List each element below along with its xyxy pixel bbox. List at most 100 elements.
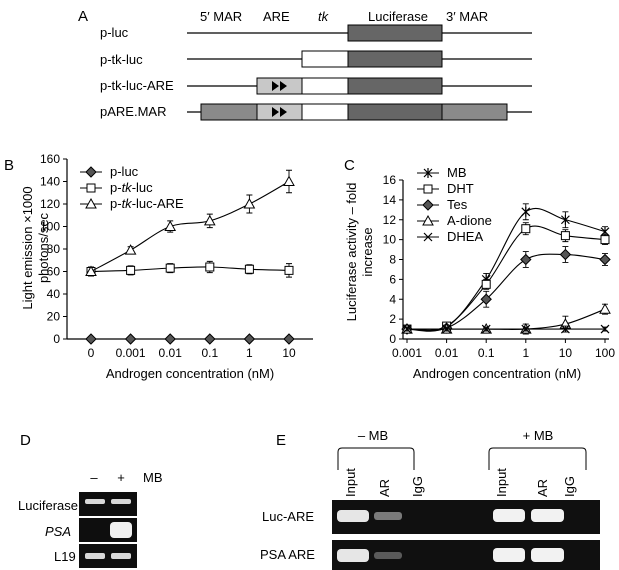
chart-c-ytick-label: 2 (389, 312, 396, 326)
chart-c-ylabel-2: increase (360, 227, 375, 276)
gel-e-group-plus: + MB (523, 428, 554, 443)
chart-c-series-line (406, 207, 606, 332)
chart-c-legend-marker (423, 168, 433, 178)
chart-c-legend-marker (422, 199, 434, 211)
chart-c-xtick-label: 0.1 (478, 346, 495, 360)
chart-b-legend-marker (85, 166, 97, 178)
gel-e-lane-5: AR (535, 479, 550, 497)
luciferase-box-1 (347, 24, 443, 42)
tk-box-3 (301, 77, 349, 95)
gel-e-lane-3: IgG (410, 476, 425, 497)
chart-c-xtick-label: 100 (595, 346, 615, 360)
gel-e-band (374, 512, 402, 520)
chart-b-ytick-label: 100 (40, 220, 60, 234)
chart-b-point (165, 263, 175, 273)
chart-c-legend-marker (422, 214, 434, 226)
chart-b-xtick-label: 0 (88, 346, 95, 360)
gel-e-row-label-1: Luc-ARE (262, 509, 314, 524)
chart-c-series-line (406, 253, 606, 332)
construct-label-1: p-luc (100, 25, 129, 40)
chart-b-xtick-label: 10 (282, 346, 296, 360)
chart-b-point (205, 262, 215, 272)
luciferase-box-2 (347, 50, 443, 68)
chart-c-point (560, 324, 570, 334)
chart-c-legend-marker (423, 232, 433, 242)
panel-a-label: A (78, 8, 88, 25)
chart-b-point (85, 333, 97, 345)
panel-a: A 5′ MAR ARE tk Luciferase 3′ MAR p-luc … (78, 8, 532, 121)
gel-d-band (85, 553, 105, 559)
chart-b-point (283, 175, 295, 186)
gel-e-band (531, 548, 564, 562)
chart-c-ylabel-1: Luciferase activity – fold (344, 183, 359, 322)
chart-c-ytick-label: 16 (383, 173, 397, 187)
are-box-4 (256, 103, 303, 121)
gel-e-lane-1: Input (343, 468, 358, 497)
construct-label-3: p-tk-luc-ARE (100, 78, 174, 93)
chart-b-point (126, 265, 136, 275)
chart-b-point (124, 333, 137, 345)
panel-d: D – + MB Luciferase PSA L19 (18, 432, 163, 568)
chart-b-point (243, 333, 256, 345)
gel-e-group-minus: – MB (358, 428, 388, 443)
chart-c-point (481, 324, 491, 334)
chart-b-ytick-label: 140 (40, 175, 60, 189)
chart-c-ytick-label: 0 (389, 332, 396, 346)
chart-c-legend-label: A-dione (447, 213, 492, 228)
header-luciferase: Luciferase (368, 9, 428, 24)
chart-b-ytick-label: 80 (47, 242, 61, 256)
chart-c-ytick-label: 10 (383, 233, 397, 247)
luciferase-box-3 (347, 77, 443, 95)
panel-c-label: C (344, 157, 355, 174)
gel-e-band (531, 509, 564, 522)
chart-b-ytick-label: 160 (40, 152, 60, 166)
gel-e-band (337, 510, 369, 522)
chart-c-point (442, 324, 452, 334)
panel-c: C Luciferase activity – fold increase An… (344, 157, 615, 381)
chart-c-legend-marker (423, 184, 433, 194)
are-arrows-icon (272, 107, 287, 117)
chart-b-legend-marker (86, 183, 96, 193)
tk-box-4 (301, 103, 349, 121)
chart-b-legend-label: p-tk-luc (110, 180, 153, 195)
chart-b-legend-label: p-tk-luc-ARE (110, 196, 184, 211)
chart-b-xtick-label: 0.1 (201, 346, 218, 360)
gel-d-row-label-2: PSA (45, 524, 71, 539)
gel-e-bracket-plus (488, 447, 587, 470)
gel-d-plus: + (117, 470, 125, 485)
chart-c-ytick-label: 8 (389, 253, 396, 267)
gel-e-row-label-2: PSA ARE (260, 547, 315, 562)
chart-c-xtick-label: 1 (522, 346, 529, 360)
chart-b-legend-marker (85, 197, 97, 209)
chart-c-xtick-label: 0.01 (435, 346, 459, 360)
chart-c-point (599, 253, 611, 266)
chart-c-point (560, 231, 570, 241)
gel-d-row-label-3: L19 (54, 549, 76, 564)
panel-e: E – MB + MB Input AR IgG Input AR IgG Lu… (260, 428, 600, 570)
chart-b-ytick-label: 20 (47, 310, 61, 324)
chart-c-point (600, 235, 610, 245)
header-3mar: 3′ MAR (446, 9, 488, 24)
chart-b-xtick-label: 0.001 (116, 346, 146, 360)
luciferase-box-4 (347, 103, 443, 121)
chart-b-point (203, 214, 216, 226)
are-arrows-icon (272, 81, 287, 91)
panel-b-label: B (4, 157, 14, 174)
chart-c-ytick-label: 4 (389, 292, 396, 306)
chart-b-point (284, 265, 294, 275)
construct-label-4: pARE.MAR (100, 104, 166, 119)
gel-e-bracket-minus (337, 447, 415, 470)
chart-b-point (164, 220, 177, 231)
chart-c-plot: 0 2 4 6 8 10 12 14 16 0.001 0.01 0.1 1 10 100 (383, 173, 616, 360)
chart-c-legend-label: MB (447, 165, 467, 180)
chart-c-legend-label: DHEA (447, 229, 483, 244)
chart-c-legend-label: DHT (447, 181, 474, 196)
chart-c-legend-label: Tes (447, 197, 468, 212)
gel-e-lane-4: Input (494, 468, 509, 497)
chart-b-plot: 0 20 40 60 80 100 120 140 160 0 0.001 0.01 0.1 1 10 (40, 152, 313, 360)
chart-c-xlabel: Androgen concentration (nM) (413, 366, 581, 381)
header-tk: tk (318, 9, 330, 24)
chart-b-xtick-label: 0.01 (159, 346, 183, 360)
